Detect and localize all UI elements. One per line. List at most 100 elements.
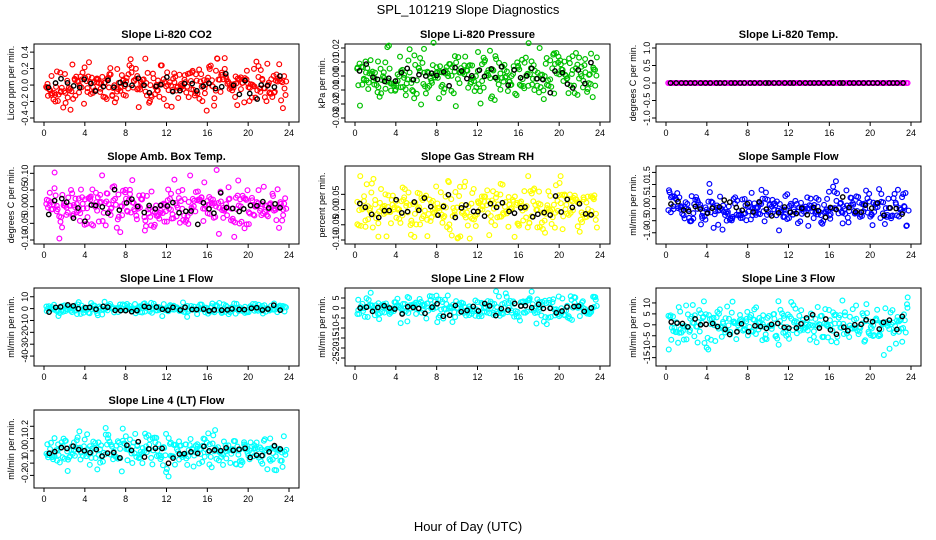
summary-point (870, 80, 876, 86)
summary-point (86, 304, 93, 311)
data-point (419, 59, 426, 66)
x-tick-label: 16 (824, 250, 834, 260)
summary-point (763, 325, 770, 332)
data-point (706, 180, 713, 187)
summary-point (128, 447, 135, 454)
summary-point (534, 211, 541, 218)
data-point (276, 61, 283, 68)
data-point (824, 334, 831, 341)
data-point (825, 188, 832, 195)
data-point (543, 321, 550, 328)
x-tick-label: 8 (123, 494, 128, 504)
y-tick-label: 0.05 (20, 181, 30, 199)
data-point (579, 298, 586, 305)
data-point (278, 457, 285, 464)
data-point (487, 212, 494, 219)
data-point (196, 66, 203, 73)
data-point (584, 88, 591, 95)
summary-point (272, 200, 278, 207)
data-point (400, 197, 407, 204)
summary-point (763, 206, 770, 213)
data-point (389, 192, 396, 199)
data-point (148, 454, 155, 461)
data-point (401, 74, 408, 81)
data-point (387, 220, 394, 227)
data-point (244, 187, 251, 194)
data-point (588, 50, 595, 57)
data-point (156, 93, 163, 100)
data-point (224, 212, 231, 219)
summary-point (70, 443, 76, 450)
data-point (273, 217, 280, 224)
x-tick-label: 4 (82, 372, 87, 382)
data-point (114, 66, 121, 73)
summary-point (581, 308, 588, 315)
data-point (592, 216, 599, 223)
data-point (402, 86, 409, 93)
data-point (406, 294, 413, 301)
data-point (411, 210, 418, 217)
data-point (684, 200, 691, 207)
data-point (132, 430, 139, 437)
data-point (521, 85, 528, 92)
data-point (68, 186, 75, 193)
data-point (365, 216, 372, 223)
summary-point (745, 328, 752, 335)
data-point (885, 195, 892, 202)
data-point (361, 193, 368, 200)
x-tick-label: 16 (824, 128, 834, 138)
data-point (814, 304, 821, 311)
x-tick-label: 12 (783, 128, 793, 138)
data-point (234, 102, 241, 109)
data-point (844, 214, 851, 221)
data-point (64, 467, 71, 474)
x-tick-label: 12 (783, 250, 793, 260)
data-point (81, 64, 88, 71)
x-tick-label: 20 (243, 250, 253, 260)
data-point (898, 316, 905, 323)
data-point (592, 210, 599, 217)
data-point (557, 173, 564, 180)
summary-point (876, 326, 883, 332)
x-tick-label: 4 (704, 372, 709, 382)
data-point (819, 220, 826, 227)
panel-title: Slope Sample Flow (738, 151, 839, 163)
summary-point (552, 68, 558, 74)
y-tick-label: 0.10 (20, 165, 30, 183)
data-point (182, 441, 189, 448)
summary-point (894, 80, 901, 86)
data-point (267, 435, 274, 442)
panel-6: Slope Sample Flow 0 4 8 12 16 20 24 -1.0-0.50.00… (628, 151, 922, 260)
summary-point (81, 447, 88, 454)
figure-x-axis-label: Hour of Day (UTC) (414, 519, 522, 534)
data-point (724, 208, 731, 215)
data-point (727, 328, 734, 335)
x-tick-label: 4 (82, 250, 87, 260)
data-point (212, 67, 219, 74)
data-point (492, 194, 499, 201)
data-point (549, 299, 556, 306)
data-point (67, 106, 74, 113)
data-point (834, 333, 841, 340)
data-point (217, 88, 224, 95)
summary-point (588, 211, 594, 218)
x-tick-label: 12 (161, 128, 171, 138)
data-point (537, 201, 544, 208)
x-tick-label: 12 (161, 494, 171, 504)
summary-point (858, 321, 865, 328)
data-point (274, 186, 281, 193)
summary-point (774, 320, 781, 327)
summary-point (458, 68, 465, 74)
data-point (880, 351, 887, 358)
data-point (190, 463, 197, 470)
data-point (444, 292, 451, 299)
summary-point (714, 323, 721, 330)
summary-point (452, 64, 459, 71)
data-point (68, 88, 75, 95)
y-tick-label: -10 (20, 314, 30, 327)
data-point (264, 466, 271, 473)
data-point (720, 320, 727, 327)
summary-point (64, 445, 70, 452)
summary-point (254, 202, 260, 209)
